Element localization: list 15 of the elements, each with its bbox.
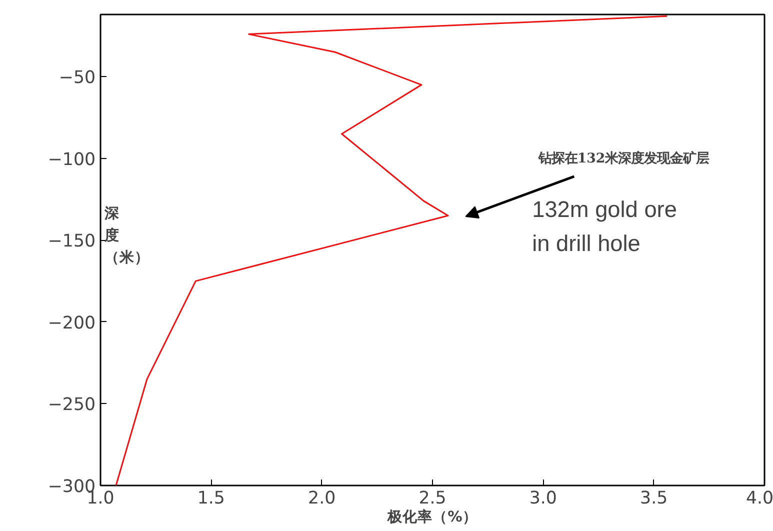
y-tick-label: −100 — [48, 150, 96, 170]
y-tick-label: −200 — [48, 313, 96, 334]
y-tick-label: −150 — [48, 232, 96, 252]
x-axis-title: 极化率（%） — [386, 508, 478, 526]
x-tick-label: 2.5 — [418, 488, 446, 508]
x-tick-label: 2.0 — [308, 488, 336, 508]
annotation: 132m gold ore in drill hole — [532, 196, 677, 256]
x-tick-label: 1.5 — [197, 488, 225, 508]
x-tick-label: 4.0 — [746, 488, 773, 508]
x-tick-label: 3.0 — [529, 488, 557, 508]
x-tick-label: 3.5 — [640, 488, 668, 508]
y-axis-title: 深度（米） — [104, 204, 150, 266]
annotation: 钻探在132米深度发现金矿层 — [537, 150, 710, 167]
y-tick-label: −50 — [58, 68, 96, 88]
y-tick-label: −250 — [48, 395, 96, 416]
